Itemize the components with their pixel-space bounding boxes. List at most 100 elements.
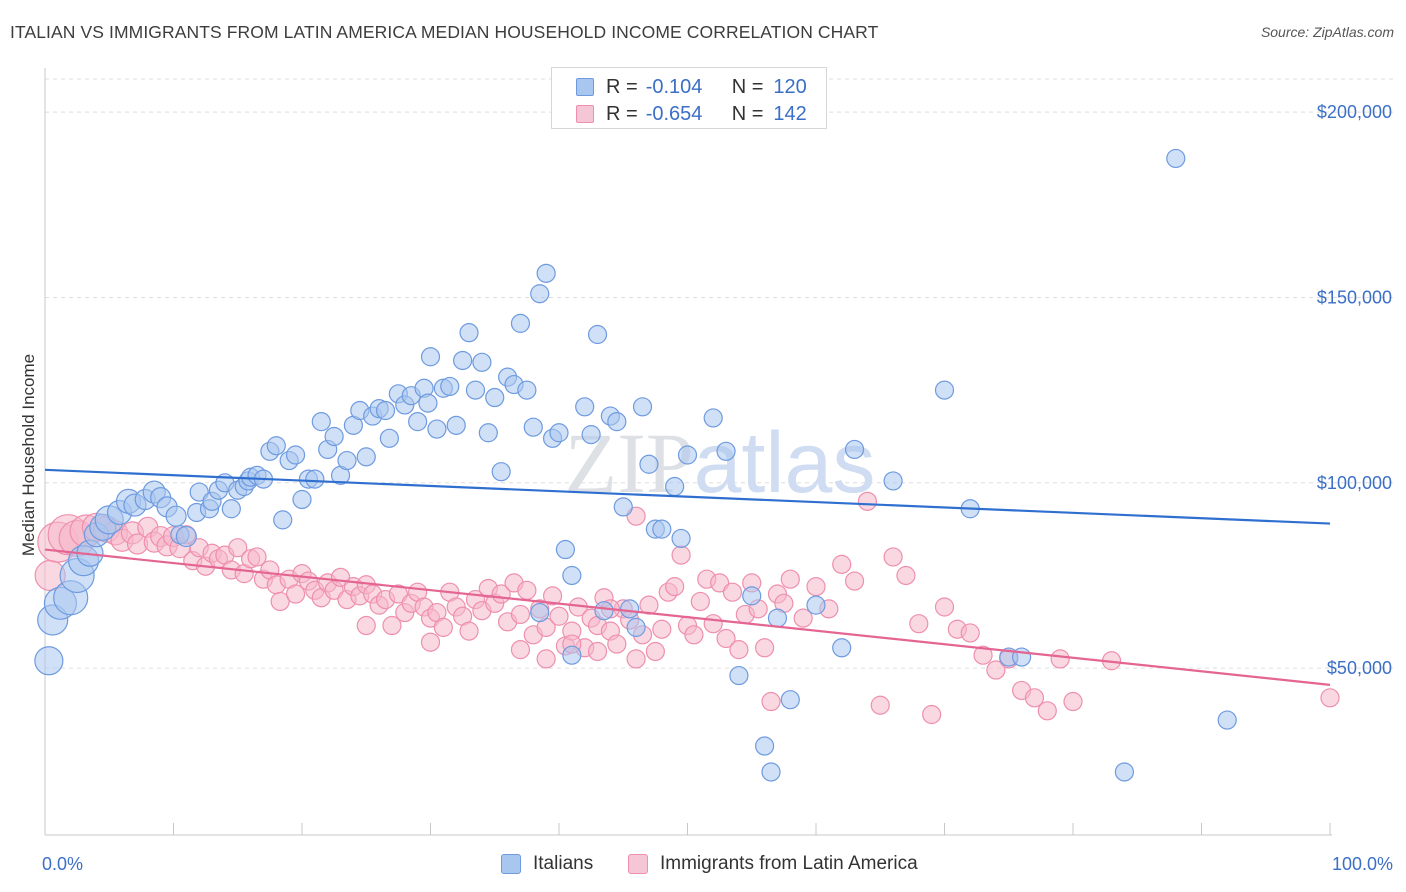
point-latin-america bbox=[549, 606, 569, 626]
pink-swatch-icon bbox=[576, 105, 594, 123]
point-italians bbox=[472, 352, 492, 372]
point-italians bbox=[273, 510, 293, 530]
point-italians bbox=[175, 525, 197, 548]
point-latin-america bbox=[857, 491, 878, 511]
point-latin-america bbox=[433, 617, 453, 637]
point-latin-america bbox=[587, 641, 608, 662]
point-italians bbox=[613, 497, 633, 517]
point-latin-america bbox=[665, 577, 685, 597]
point-italians bbox=[478, 423, 498, 443]
point-italians bbox=[594, 601, 614, 621]
point-italians bbox=[530, 602, 550, 623]
point-latin-america bbox=[716, 628, 736, 649]
point-italians bbox=[832, 638, 852, 658]
y-tick-label: $50,000 bbox=[1327, 658, 1392, 678]
point-latin-america bbox=[710, 573, 730, 593]
point-latin-america bbox=[1320, 688, 1340, 708]
point-latin-america bbox=[420, 632, 441, 652]
point-latin-america bbox=[729, 640, 749, 660]
trend-lines bbox=[44, 468, 1331, 686]
legend-row-italians: R = -0.104 N = 120 bbox=[576, 74, 807, 100]
point-latin-america bbox=[722, 582, 743, 602]
point-italians bbox=[761, 762, 781, 782]
point-latin-america bbox=[542, 586, 563, 606]
trend-line-latin-america bbox=[44, 548, 1331, 686]
point-italians bbox=[562, 645, 582, 665]
point-italians bbox=[420, 347, 441, 367]
point-italians bbox=[729, 665, 749, 686]
point-latin-america bbox=[1037, 701, 1057, 721]
point-italians bbox=[555, 539, 576, 560]
point-latin-america bbox=[1024, 688, 1045, 708]
legend-item-latin-america[interactable]: Immigrants from Latin America bbox=[628, 853, 918, 875]
point-latin-america bbox=[607, 634, 627, 654]
point-italians bbox=[311, 412, 331, 432]
point-italians bbox=[632, 397, 653, 417]
point-latin-america bbox=[986, 660, 1006, 680]
point-italians bbox=[587, 324, 608, 345]
point-italians bbox=[754, 736, 775, 756]
point-italians bbox=[607, 412, 627, 432]
point-latin-america bbox=[754, 638, 775, 658]
point-italians bbox=[523, 417, 543, 437]
y-tick-label: $200,000 bbox=[1317, 102, 1392, 122]
point-italians bbox=[652, 519, 672, 539]
series-legend: Italians Immigrants from Latin America bbox=[0, 853, 1406, 877]
point-italians bbox=[581, 425, 601, 445]
y-tick-label: $150,000 bbox=[1317, 287, 1392, 307]
point-latin-america bbox=[934, 597, 955, 617]
y-axis-title: Median Household Income bbox=[19, 354, 38, 556]
legend-r-label: R = bbox=[606, 102, 638, 125]
legend-r-label: R = bbox=[606, 75, 638, 98]
point-italians bbox=[305, 469, 325, 489]
point-latin-america bbox=[228, 538, 248, 558]
point-italians bbox=[379, 428, 399, 448]
point-latin-america bbox=[1050, 649, 1070, 669]
legend-n-value: 142 bbox=[773, 102, 807, 125]
y-tick-label: $100,000 bbox=[1317, 473, 1392, 493]
point-italians bbox=[742, 586, 762, 606]
point-italians bbox=[375, 400, 396, 421]
point-italians bbox=[671, 528, 691, 549]
point-italians bbox=[440, 376, 460, 397]
point-italians bbox=[517, 380, 537, 400]
point-latin-america bbox=[909, 614, 929, 634]
point-italians bbox=[324, 426, 344, 447]
point-latin-america bbox=[690, 591, 710, 612]
point-latin-america bbox=[973, 645, 993, 665]
legend-item-italians[interactable]: Italians bbox=[501, 853, 593, 875]
point-italians bbox=[510, 313, 531, 333]
blue-swatch-icon bbox=[501, 854, 521, 874]
point-italians bbox=[626, 617, 646, 637]
blue-swatch-icon bbox=[576, 78, 594, 96]
point-latin-america bbox=[626, 506, 646, 526]
point-latin-america bbox=[883, 547, 903, 567]
point-italians bbox=[408, 412, 428, 432]
point-italians bbox=[703, 408, 723, 428]
point-italians bbox=[639, 454, 659, 474]
point-italians bbox=[562, 565, 582, 586]
point-italians bbox=[221, 499, 241, 519]
point-latin-america bbox=[459, 621, 479, 641]
point-latin-america bbox=[832, 554, 852, 574]
point-latin-america bbox=[517, 580, 537, 600]
point-italians bbox=[266, 436, 286, 456]
point-italians bbox=[34, 646, 64, 676]
point-italians bbox=[453, 350, 473, 371]
point-italians bbox=[806, 595, 826, 615]
pink-swatch-icon bbox=[628, 854, 648, 874]
point-italians bbox=[665, 476, 685, 497]
legend-n-label: N = bbox=[731, 75, 764, 98]
point-italians bbox=[934, 380, 955, 400]
legend-n-label: N = bbox=[731, 102, 764, 125]
point-italians bbox=[491, 462, 511, 482]
series-italians-points bbox=[34, 148, 1237, 782]
point-latin-america bbox=[356, 615, 376, 636]
point-italians bbox=[530, 284, 550, 304]
correlation-legend: R = -0.104 N = 120 R = -0.654 N = 142 bbox=[551, 67, 827, 129]
legend-n-value: 120 bbox=[773, 75, 807, 98]
point-italians bbox=[418, 393, 438, 413]
point-italians bbox=[844, 439, 865, 460]
point-italians bbox=[575, 397, 595, 417]
